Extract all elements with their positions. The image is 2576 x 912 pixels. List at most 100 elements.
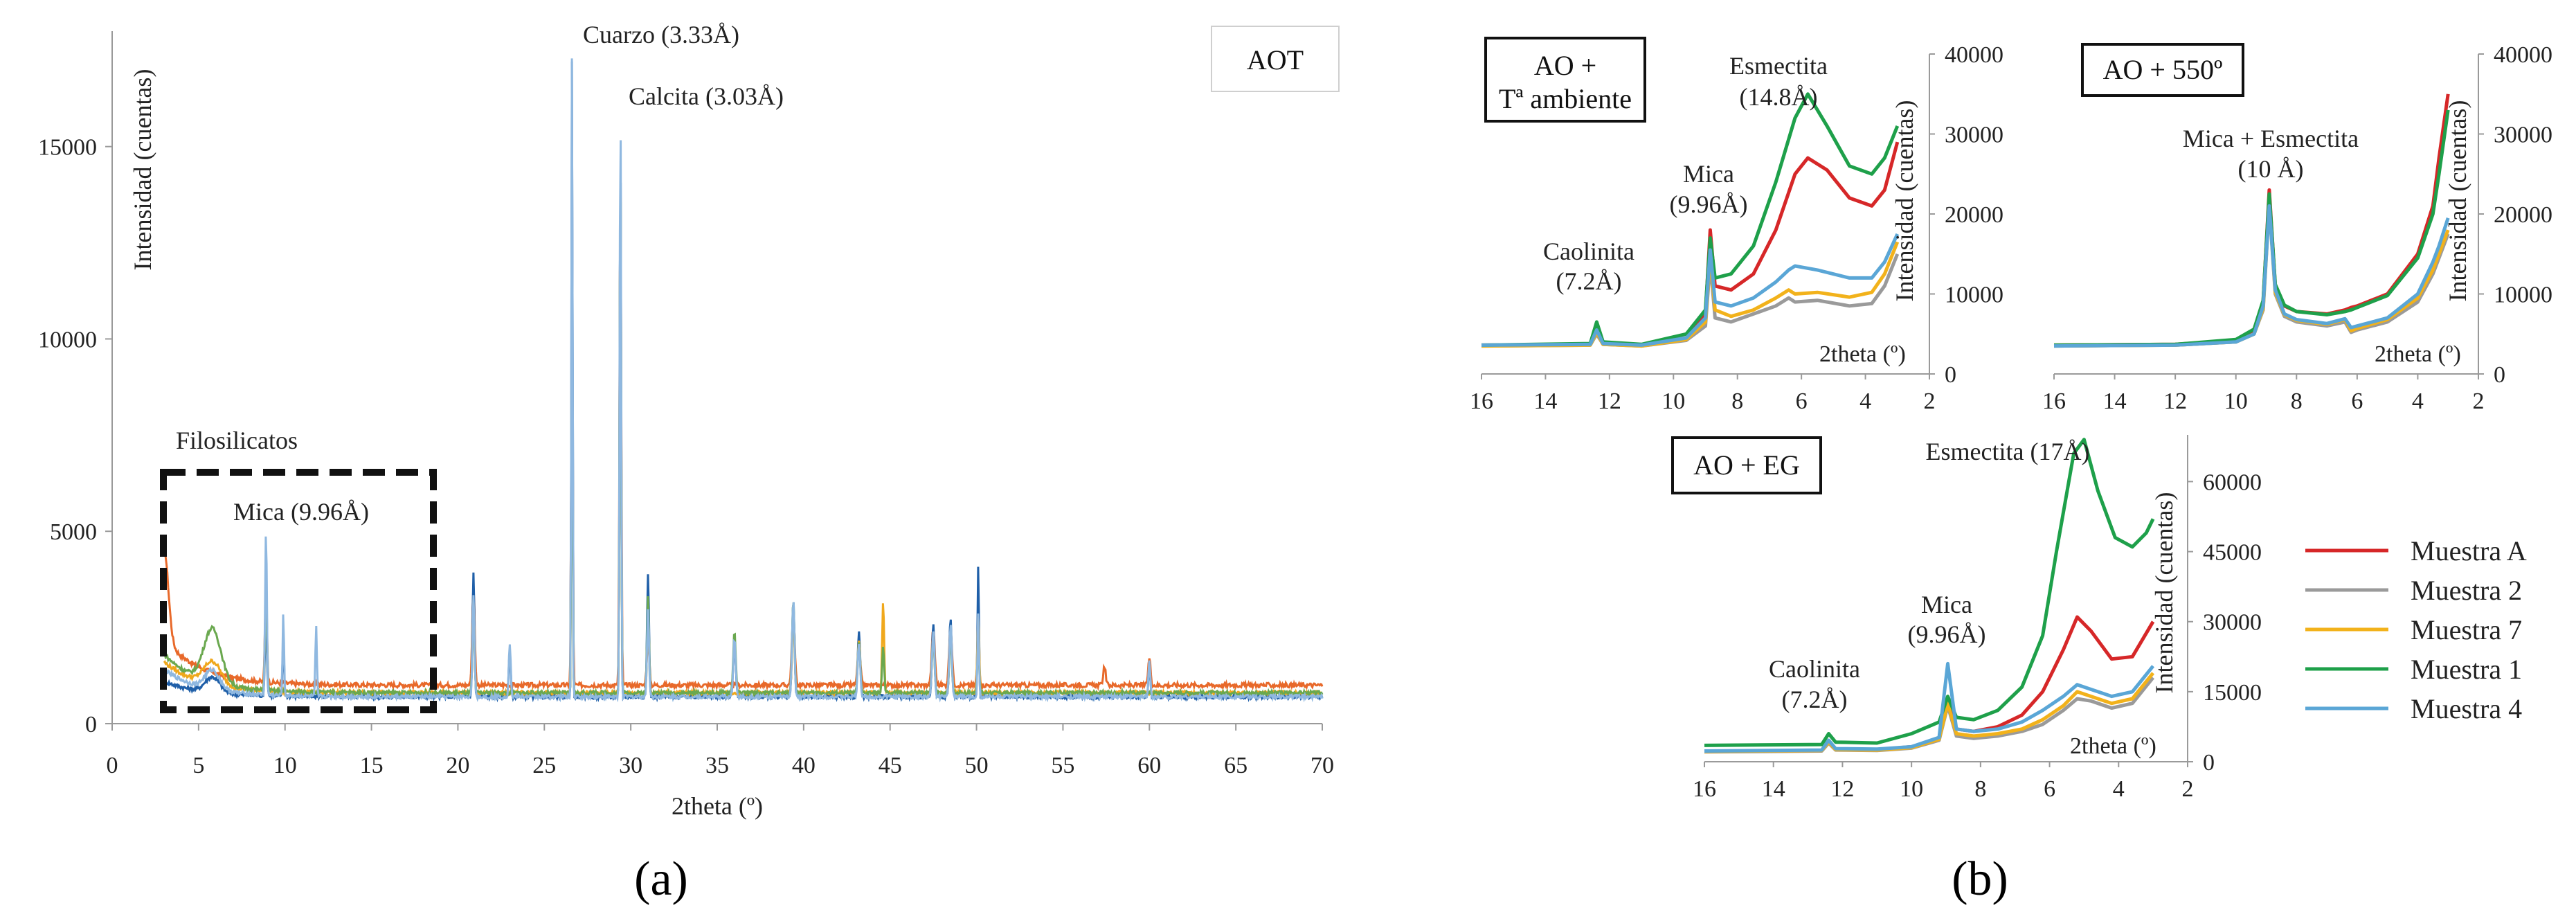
series-line-lightblue	[163, 58, 1324, 703]
annotation-mica-1: Mica	[1921, 591, 1972, 618]
x-tick-label: 35	[705, 753, 729, 778]
chart-title-line1: AO +	[1534, 50, 1596, 81]
x-tick-label: 6	[2044, 776, 2055, 802]
filosilicatos-region	[160, 469, 437, 713]
legend-label: Muestra 4	[2411, 693, 2522, 724]
series-line-yellow	[163, 197, 1323, 699]
series-line-muestra-4	[1481, 233, 1900, 347]
annotation-mica-1: Mica	[1683, 160, 1734, 188]
x-tick-label: 55	[1051, 753, 1074, 778]
y-tick-label: 0	[2203, 750, 2215, 776]
annotation-mica: Mica (9.96Å)	[233, 498, 369, 526]
x-tick-label: 10	[1900, 776, 1923, 802]
y-tick-label: 40000	[1945, 42, 2003, 68]
x-axis-label: 2theta (º)	[672, 792, 763, 820]
series-line-orange	[163, 212, 1324, 692]
x-tick-label: 10	[1661, 388, 1685, 414]
chart-ao-550: 16 14 12 10 8 6 4 20 10000 20000 30000 40000 2theta…	[2042, 42, 2552, 414]
y-tick-label: 0	[2494, 362, 2505, 388]
x-tick-label: 65	[1224, 753, 1248, 778]
annotation-calcita: Calcita (3.03Å)	[629, 82, 784, 110]
y-tick-label: 0	[1945, 362, 1956, 388]
annotation-caolinita-2: (7.2Å)	[1782, 686, 1848, 713]
x-tick-label: 2	[1924, 388, 1936, 414]
y-axis-label: Intensidad (cuentas)	[2150, 492, 2178, 694]
series-line-muestra-7	[2053, 200, 2450, 348]
x-tick-label: 30	[619, 753, 642, 778]
chart-title-box	[1211, 26, 1340, 92]
y-tick-label: 10000	[1945, 283, 2003, 308]
x-tick-label: 14	[1533, 388, 1557, 414]
x-tick-label: 0	[107, 753, 118, 778]
x-tick-label: 8	[1974, 776, 1986, 802]
series-line-muestra-1	[2053, 109, 2450, 347]
annotation-mica-esmectita-1: Mica + Esmectita	[2183, 125, 2359, 152]
x-tick-label: 25	[532, 753, 556, 778]
panel-label-b: (b)	[1952, 852, 2008, 906]
x-tick-label: 4	[2412, 388, 2424, 414]
x-tick-label: 60	[1137, 753, 1161, 778]
x-tick-label: 14	[2103, 388, 2127, 414]
x-tick-label: 12	[1830, 776, 1854, 802]
y-axis-label: Intensidad (cuentas)	[1891, 100, 1918, 302]
y-tick-label: 30000	[2494, 123, 2552, 148]
x-tick-label: 8	[1731, 388, 1743, 414]
x-tick-label: 2	[2473, 388, 2485, 414]
y-axis-label: Intensidad (cuentas)	[2444, 100, 2471, 302]
x-tick-label: 4	[1859, 388, 1871, 414]
annotation-caolinita-1: Caolinita	[1543, 238, 1634, 265]
x-axis-label: 2theta (º)	[2375, 341, 2461, 367]
x-tick-label: 5	[192, 753, 204, 778]
y-tick-label: 20000	[2494, 202, 2552, 228]
x-tick-label: 10	[273, 753, 297, 778]
annotation-caolinita-2: (7.2Å)	[1556, 267, 1622, 295]
x-tick-label: 10	[2224, 388, 2248, 414]
y-tick-label: 10000	[2494, 283, 2552, 308]
chart-ao-ambiente: 16 14 12 10 8 6 4 20 10000 20000 30000 40000 2theta…	[1470, 37, 2003, 414]
chart-title-box	[1484, 37, 1646, 123]
x-tick-label: 16	[1470, 388, 1493, 414]
series-line-muestra-1	[1704, 438, 2155, 747]
legend-label: Muestra 1	[2411, 654, 2522, 685]
x-tick-label: 20	[446, 753, 469, 778]
annotation-esmectita-1: Esmectita	[1729, 52, 1828, 80]
legend-label: Muestra 7	[2411, 614, 2522, 645]
annotation-filosilicatos: Filosilicatos	[176, 427, 298, 454]
chart-title: AOT	[1247, 44, 1304, 75]
annotation-esmectita: Esmectita (17Å)	[1926, 438, 2090, 465]
x-tick-label: 8	[2291, 388, 2303, 414]
chart-title-box	[1671, 436, 1822, 494]
legend-label: Muestra A	[2411, 535, 2527, 566]
chart-title: AO + 550º	[2103, 54, 2223, 85]
y-tick-label: 60000	[2203, 470, 2262, 495]
series-line-darkblue	[163, 61, 1324, 703]
x-tick-label: 15	[360, 753, 384, 778]
x-tick-label: 14	[1762, 776, 1785, 802]
x-tick-label: 70	[1310, 753, 1334, 778]
annotation-mica-2: (9.96Å)	[1670, 190, 1748, 218]
y-tick-label: 45000	[2203, 540, 2262, 566]
annotation-esmectita-2: (14.8Å)	[1740, 83, 1818, 111]
x-axis-label: 2theta (º)	[1819, 341, 1906, 367]
x-tick-label: 16	[1693, 776, 1716, 802]
x-tick-label: 16	[2042, 388, 2066, 414]
x-tick-label: 45	[879, 753, 902, 778]
x-tick-label: 6	[2351, 388, 2363, 414]
series-line-muestra-1	[1481, 92, 1900, 347]
annotation-caolinita-1: Caolinita	[1769, 655, 1860, 683]
x-axis-label: 2theta (º)	[2070, 733, 2156, 759]
series-line-muestra-4	[1704, 661, 2155, 753]
annotation-cuarzo: Cuarzo (3.33Å)	[583, 21, 739, 48]
x-tick-label: 50	[965, 753, 989, 778]
y-tick-label: 30000	[2203, 610, 2262, 636]
series-line-green	[163, 202, 1324, 699]
legend: Muestra A Muestra 2 Muestra 7 Muestra 1 Mues…	[2305, 535, 2527, 724]
x-tick-label: 40	[792, 753, 816, 778]
y-tick-label: 40000	[2494, 42, 2552, 68]
legend-label: Muestra 2	[2411, 575, 2522, 606]
x-tick-label: 2	[2182, 776, 2194, 802]
y-tick-label: 15000	[38, 135, 97, 161]
y-tick-label: 5000	[50, 519, 97, 545]
x-tick-label: 4	[2113, 776, 2125, 802]
